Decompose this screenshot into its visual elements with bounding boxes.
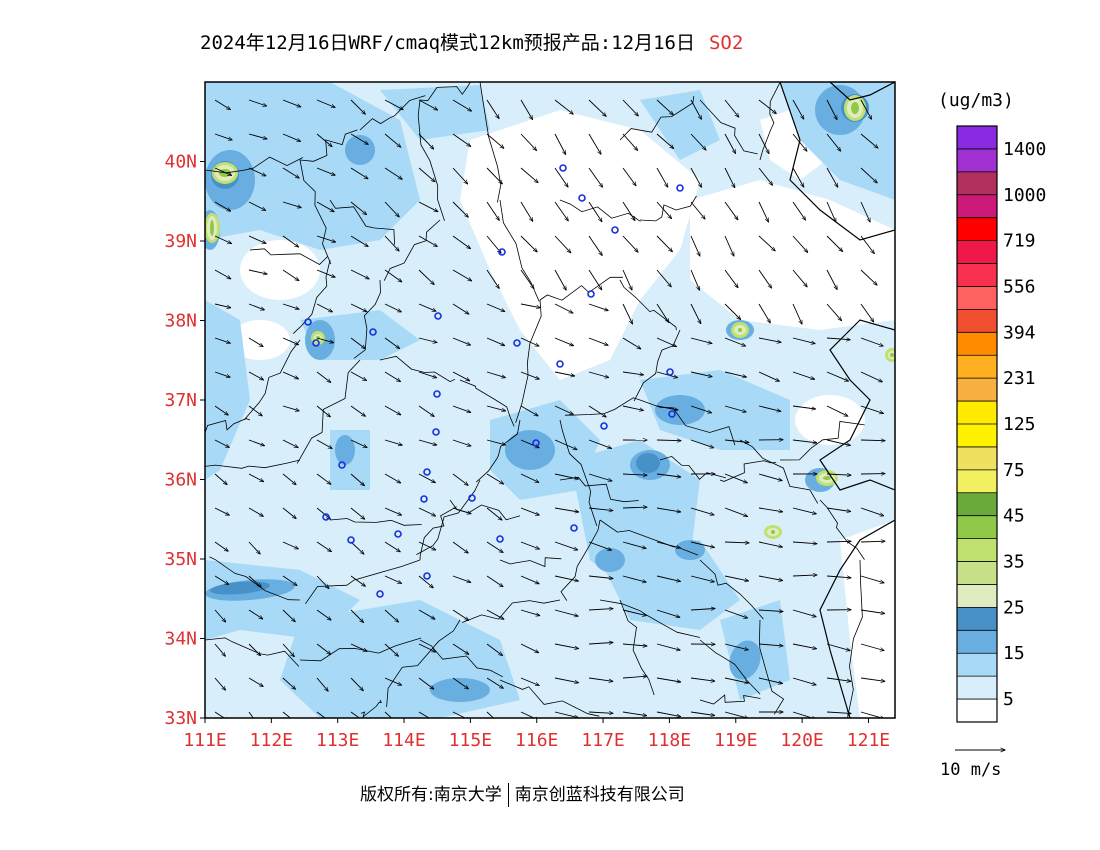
lon-tick-label: 117E <box>581 730 624 751</box>
city-marker <box>587 290 595 298</box>
legend-swatch <box>957 699 997 723</box>
lon-tick-label: 116E <box>515 730 558 751</box>
city-marker <box>676 184 684 192</box>
legend-swatch <box>957 332 997 356</box>
legend-label: 35 <box>1003 552 1025 573</box>
legend-label: 25 <box>1003 597 1025 618</box>
lon-tick-label: 115E <box>449 730 492 751</box>
legend-swatch <box>957 653 997 677</box>
color-legend: 1400 1000 719 556 394 231 125 75 45 35 25 15 5 <box>956 125 1046 723</box>
lon-tick-label: 113E <box>316 730 359 751</box>
legend-swatch <box>957 355 997 379</box>
city-marker <box>304 318 312 326</box>
map-title: 2024年12月16日WRF/cmaq模式12km预报产品:12月16日 SO2 <box>200 28 743 55</box>
lat-tick-label: 38N <box>164 311 197 332</box>
legend-swatch <box>957 171 997 196</box>
legend-swatch <box>957 424 997 448</box>
legend-swatch <box>957 607 997 631</box>
city-marker <box>578 194 586 202</box>
city-marker <box>556 360 564 368</box>
legend-label: 231 <box>1003 368 1036 389</box>
legend-swatch <box>957 561 997 585</box>
legend-label: 125 <box>1003 414 1036 435</box>
lat-tick-label: 37N <box>164 390 197 411</box>
legend-swatch <box>957 515 997 539</box>
city-marker <box>347 536 355 544</box>
legend-label: 556 <box>1003 277 1036 298</box>
legend-swatch <box>957 378 997 402</box>
city-marker <box>600 422 608 430</box>
legend-label: 75 <box>1003 460 1025 481</box>
legend-label: 719 <box>1003 231 1036 252</box>
city-marker <box>570 524 578 532</box>
legend-label: 1000 <box>1003 185 1046 206</box>
city-marker <box>559 164 567 172</box>
lon-tick-label: 114E <box>382 730 425 751</box>
city-marker <box>338 461 346 469</box>
city-marker <box>322 513 330 521</box>
city-marker <box>496 535 504 543</box>
title-pollutant: SO2 <box>708 32 744 54</box>
legend-swatch <box>957 676 997 700</box>
legend-swatch <box>957 538 997 562</box>
city-marker <box>532 439 540 447</box>
city-marker <box>666 368 674 376</box>
lon-tick-label: 112E <box>250 730 293 751</box>
legend-swatch <box>957 492 997 516</box>
city-marker <box>394 530 402 538</box>
legend-unit: (ug/m3) <box>938 90 1014 111</box>
legend-label: 1400 <box>1003 139 1046 160</box>
city-marker <box>668 410 676 418</box>
lon-tick-label: 111E <box>183 730 226 751</box>
city-marker <box>468 494 476 502</box>
copyright-footer: 版权所有:南京大学 南京创蓝科技有限公司 <box>360 780 685 807</box>
lat-tick-label: 35N <box>164 549 197 570</box>
city-marker <box>611 226 619 234</box>
legend-swatch <box>957 401 997 425</box>
wind-scale-label: 10 m/s <box>940 760 1002 780</box>
lat-tick-label: 39N <box>164 231 197 252</box>
legend-swatch <box>957 217 997 241</box>
legend-swatch <box>957 148 997 173</box>
lon-tick-label: 119E <box>714 730 757 751</box>
legend-swatch <box>957 286 997 310</box>
map-plot-area <box>205 82 895 718</box>
city-marker <box>433 390 441 398</box>
legend-swatch <box>957 194 997 218</box>
footer-separator <box>507 783 509 807</box>
legend-swatch <box>957 263 997 287</box>
city-marker <box>423 468 431 476</box>
lon-tick-label: 120E <box>780 730 823 751</box>
legend-label: 15 <box>1003 643 1025 664</box>
city-marker <box>432 428 440 436</box>
legend-swatch <box>957 240 997 264</box>
legend-swatch <box>957 630 997 654</box>
city-marker <box>420 495 428 503</box>
city-marker <box>312 339 320 347</box>
lon-tick-label: 121E <box>847 730 890 751</box>
lon-tick-label: 118E <box>648 730 691 751</box>
city-marker <box>423 572 431 580</box>
legend-swatch <box>957 584 997 608</box>
title-main: 2024年12月16日WRF/cmaq模式12km预报产品:12月16日 <box>200 32 695 54</box>
city-marker <box>376 590 384 598</box>
city-marker <box>513 339 521 347</box>
city-marker <box>369 328 377 336</box>
city-marker <box>434 312 442 320</box>
footer-right: 南京创蓝科技有限公司 <box>514 785 685 805</box>
city-marker <box>498 248 506 256</box>
legend-swatch <box>957 126 997 150</box>
legend-label: 45 <box>1003 506 1025 527</box>
legend-swatch <box>957 309 997 333</box>
lat-tick-label: 34N <box>164 629 197 650</box>
lat-tick-label: 40N <box>164 152 197 173</box>
legend-label: 394 <box>1003 322 1036 343</box>
lat-tick-label: 33N <box>164 708 197 729</box>
footer-left: 版权所有:南京大学 <box>360 785 502 805</box>
legend-label: 5 <box>1003 689 1014 710</box>
legend-swatch <box>957 469 997 494</box>
lat-tick-label: 36N <box>164 470 197 491</box>
legend-swatch <box>957 446 997 471</box>
